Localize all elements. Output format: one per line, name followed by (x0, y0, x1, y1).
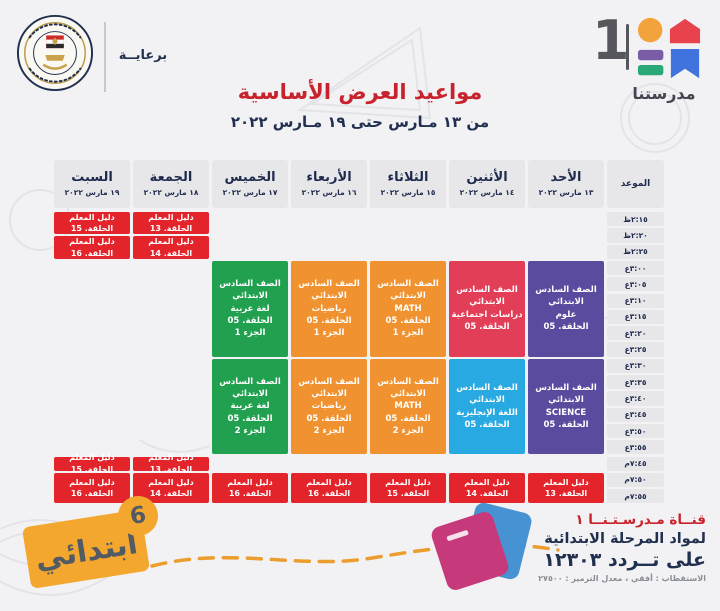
sponsor-label: برعايــة (118, 48, 168, 63)
time-cell: ٢:١٥ظ (607, 212, 664, 227)
time-cell: ٣:٤٠ع (607, 391, 664, 406)
logo-bar-purple-icon (637, 49, 664, 61)
logo-circle-icon (637, 17, 663, 43)
brand-name: مدرستنا (632, 84, 696, 103)
day-header: الخميس ١٧ مارس ٢٠٢٢ (212, 160, 288, 208)
channel-info-stage: لمواد المرحلة الابتدائية (544, 531, 706, 547)
page-title: مواعيد العرض الأساسية (237, 80, 483, 104)
lesson-block: الصف السادس الابتدائي لغة عربية الحلقة. 05… (212, 260, 288, 357)
brand-shapes-icon (637, 17, 701, 79)
teacher-guide-block: دليل المعلم الحلقة. 14 (133, 236, 209, 259)
lesson-block: الصف السادس الابتدائي علوم الحلقة. 05 (528, 260, 604, 357)
ministry-seal-logo (16, 14, 94, 92)
time-cell: ٣:٢٥ع (607, 342, 664, 357)
day-header: السبت ١٩ مارس ٢٠٢٢ (54, 160, 130, 208)
lesson-block: الصف السادس الابتدائي رياضيات الحلقة. 05 ال… (291, 260, 367, 357)
channel-info-name: قنــاة مـدرسـتـنــا ١ (575, 512, 706, 528)
time-cell: ٣:٠٠ع (607, 260, 664, 276)
day-header: الأربعاء ١٦ مارس ٢٠٢٢ (291, 160, 367, 208)
time-cell: ٣:٤٥ع (607, 407, 664, 422)
teacher-guide-block: دليل المعلم الحلقة. 16 (212, 472, 288, 504)
time-cell: ٢:٢٥ظ (607, 244, 664, 259)
lesson-block: الصف السادس الابتدائي دراسات اجتماعية الحل… (449, 260, 525, 357)
teacher-guide-block: دليل المعلم الحلقة. 13 (133, 453, 209, 474)
brand-divider (626, 24, 629, 70)
teacher-guide-block: دليل المعلم الحلقة. 15 (370, 472, 446, 504)
teacher-guide-block: دليل المعلم الحلقة. 15 (54, 212, 130, 235)
time-column-header: الموعد (607, 160, 664, 208)
day-header: الأحد ١٣ مارس ٢٠٢٢ (528, 160, 604, 208)
lesson-block: الصف السادس الابتدائي اللغة الإنجليزية الح… (449, 358, 525, 455)
teacher-guide-block: دليل المعلم الحلقة. 13 (133, 212, 209, 235)
day-header: الأثنين ١٤ مارس ٢٠٢٢ (449, 160, 525, 208)
sponsor-divider (104, 22, 106, 92)
teacher-guide-block: دليل المعلم الحلقة. 14 (449, 472, 525, 504)
time-cell: ٣:٣٥ع (607, 375, 664, 390)
page-subtitle: من ١٣ مـارس حتى ١٩ مـارس ٢٠٢٢ (230, 113, 490, 131)
time-cell: ٧:٤٥م (607, 456, 664, 471)
time-cell: ٣:٣٠ع (607, 358, 664, 373)
time-cell: ٣:٠٥ع (607, 277, 664, 292)
time-cell: ٣:٥٠ع (607, 423, 664, 439)
teacher-guide-block: دليل المعلم الحلقة. 15 (54, 453, 130, 474)
teacher-guide-block: دليل المعلم الحلقة. 16 (54, 236, 130, 259)
day-header: الثلاثاء ١٥ مارس ٢٠٢٢ (370, 160, 446, 208)
logo-bar-green-icon (637, 64, 664, 76)
lesson-block: الصف السادس الابتدائي MATH الحلقة. 05 الجزء… (370, 260, 446, 357)
channel-number: 1 (592, 9, 630, 72)
day-header: الجمعة ١٨ مارس ٢٠٢٢ (133, 160, 209, 208)
lesson-block: الصف السادس الابتدائي SCIENCE الحلقة. 05 (528, 358, 604, 455)
time-cell: ٢:٢٠ظ (607, 228, 664, 243)
time-cell: ٧:٥٠م (607, 472, 664, 488)
time-cell: ٣:١٥ع (607, 309, 664, 325)
lesson-block: الصف السادس الابتدائي MATH الحلقة. 05 الجزء… (370, 358, 446, 455)
time-cell: ٣:٢٠ع (607, 326, 664, 341)
channel-info: قنــاة مـدرسـتـنــا ١ لمواد المرحلة الاب… (506, 512, 706, 583)
lesson-block: الصف السادس الابتدائي لغة عربية الحلقة. 05… (212, 358, 288, 455)
time-cell: ٧:٥٥م (607, 489, 664, 504)
channel-info-polarization: الاستقطاب : أفقي ، معدل الترميز : ٢٧٥٠٠ (538, 574, 706, 583)
logo-bookmark-icon (670, 48, 700, 79)
schedule-table: الموعد الأحد ١٣ مارس ٢٠٢٢ الأثنين ١٤ مارس ٢٠… (52, 160, 664, 508)
time-cell: ٣:١٠ع (607, 293, 664, 308)
teacher-guide-block: دليل المعلم الحلقة. 16 (291, 472, 367, 504)
channel-info-frequency: على تــردد ١٢٣٠٣ (543, 549, 706, 571)
logo-house-icon (669, 18, 701, 44)
teacher-guide-block: دليل المعلم الحلقة. 16 (54, 472, 130, 504)
teacher-guide-block: دليل المعلم الحلقة. 13 (528, 472, 604, 504)
lesson-block: الصف السادس الابتدائي رياضيات الحلقة. 05 ال… (291, 358, 367, 455)
time-cell: ٣:٥٥ع (607, 440, 664, 455)
channel-brand-logo: 1 مدرستنا (586, 12, 708, 112)
